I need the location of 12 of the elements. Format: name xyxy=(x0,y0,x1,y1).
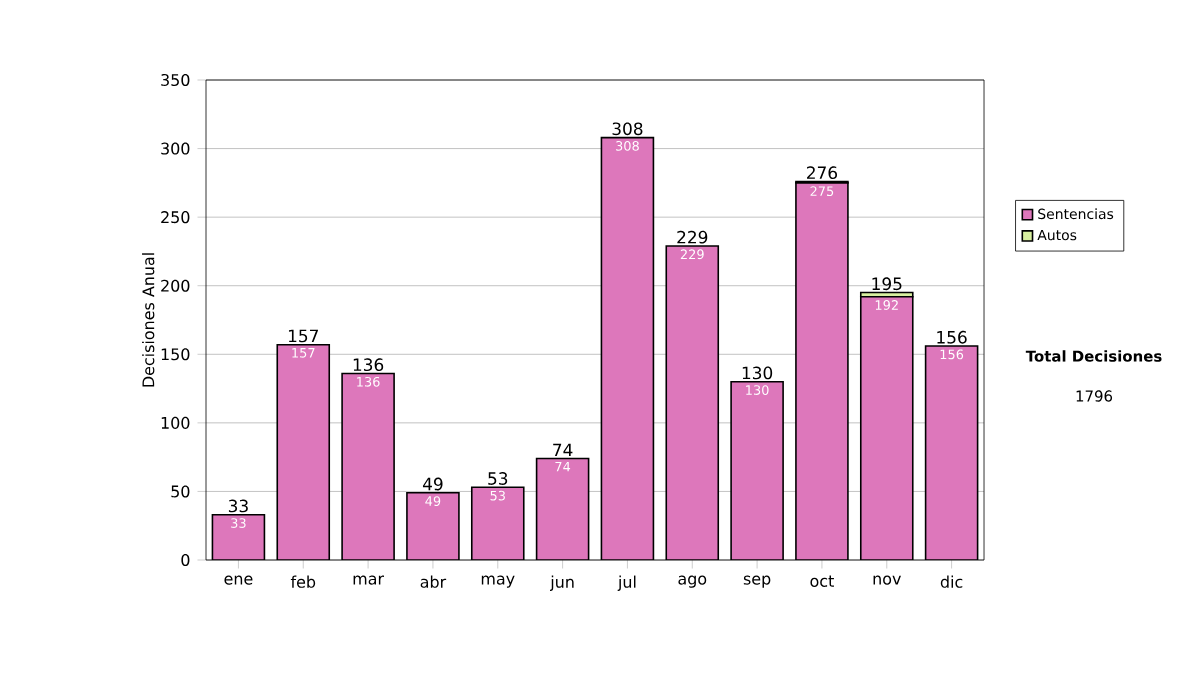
total-label: 74 xyxy=(553,443,573,457)
total-label: 130 xyxy=(742,366,773,380)
total-label: 308 xyxy=(612,122,643,136)
total-label: 33 xyxy=(228,499,248,513)
total-label: 157 xyxy=(288,329,318,343)
total-label: 229 xyxy=(677,230,708,244)
total-label: 195 xyxy=(872,277,902,291)
total-label: 53 xyxy=(488,472,508,485)
total-label: 49 xyxy=(422,477,443,491)
total-label: 136 xyxy=(353,358,384,372)
total-label: 156 xyxy=(937,330,967,344)
total-label: 276 xyxy=(807,166,838,180)
